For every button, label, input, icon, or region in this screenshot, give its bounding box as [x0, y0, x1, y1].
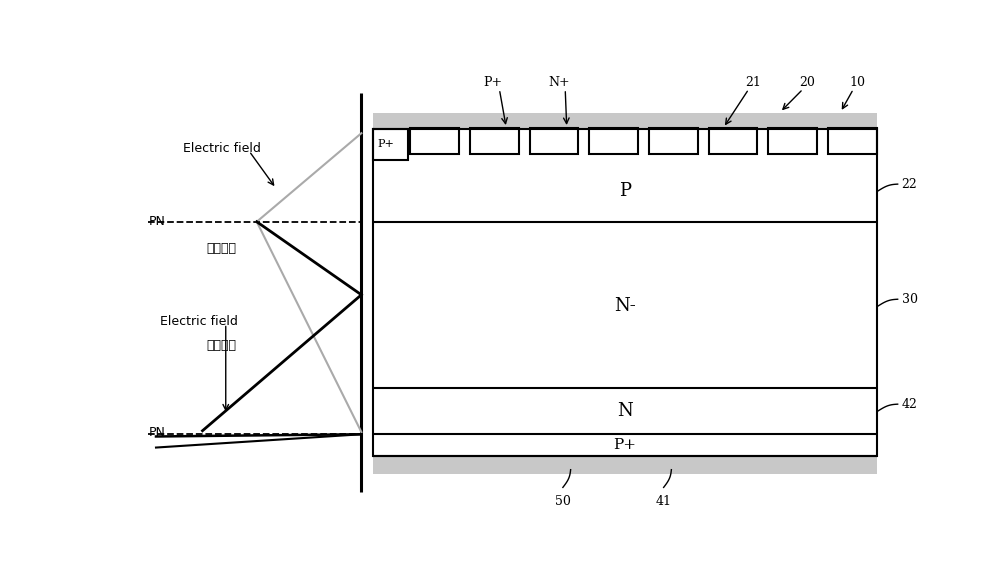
Text: 反向阻断: 反向阻断 [206, 339, 236, 352]
Bar [410, 128, 459, 154]
Text: PN: PN [148, 426, 165, 439]
Text: 20: 20 [799, 76, 815, 89]
Text: 10: 10 [849, 76, 865, 89]
Text: 30: 30 [902, 293, 918, 306]
Bar [649, 128, 698, 154]
Text: 正向阻断: 正向阻断 [206, 242, 236, 255]
Bar [373, 129, 877, 457]
Bar [589, 128, 638, 154]
Text: 41: 41 [656, 496, 672, 508]
Text: P+: P+ [378, 139, 395, 150]
Text: 42: 42 [902, 398, 917, 411]
Bar [373, 113, 877, 129]
Bar [470, 128, 519, 154]
Text: PN: PN [148, 215, 165, 228]
Text: 21: 21 [745, 76, 761, 89]
Text: 50: 50 [555, 496, 571, 508]
Bar [709, 128, 757, 154]
Bar [828, 128, 877, 154]
Text: 22: 22 [902, 178, 917, 191]
Text: Electric field: Electric field [183, 142, 261, 155]
Bar [373, 457, 877, 474]
Text: N: N [617, 402, 633, 420]
Bar [530, 128, 578, 154]
Text: Electric field: Electric field [160, 315, 238, 328]
Text: P: P [619, 182, 631, 200]
Text: N-: N- [614, 297, 636, 315]
Text: P+: P+ [613, 438, 636, 453]
Bar [373, 129, 408, 160]
Text: P+: P+ [484, 76, 503, 89]
Text: N+: N+ [548, 76, 570, 89]
Bar [768, 128, 817, 154]
